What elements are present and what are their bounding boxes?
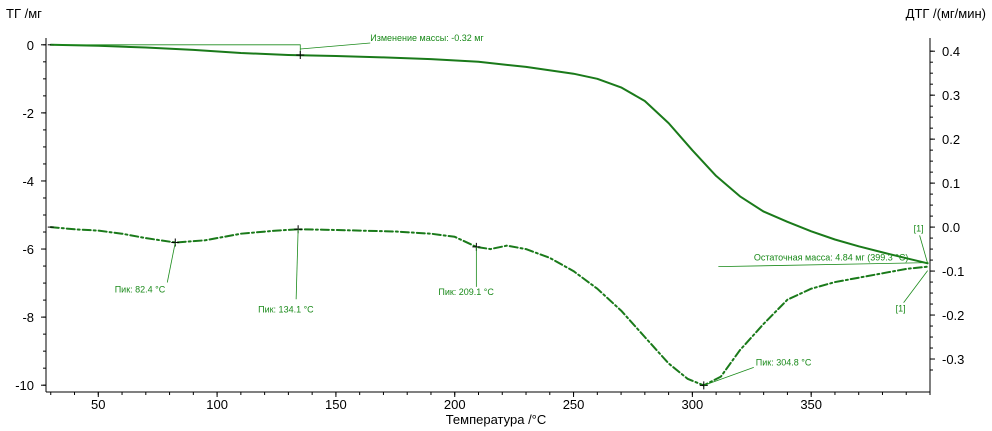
- marker-1-tg: [1]: [914, 223, 924, 233]
- x-axis-title: Температура /°C: [446, 412, 547, 427]
- peak-label-82: Пик: 82.4 °C: [115, 284, 166, 294]
- x-tick-label: 250: [563, 397, 585, 412]
- marker-1-tg-leader: [919, 235, 929, 264]
- y-right-tick-label: 0.1: [942, 176, 960, 191]
- peak-label-304: Пик: 304.8 °C: [756, 357, 812, 367]
- y-left-tick-label: -6: [22, 242, 34, 257]
- residual-mass-leader: [718, 262, 929, 268]
- y-right-tick-label: 0.4: [942, 44, 960, 59]
- y-left-tick-label: -10: [15, 378, 34, 393]
- peak-leader: [295, 229, 299, 300]
- x-tick-label: 150: [325, 397, 347, 412]
- series-group: [47, 43, 929, 387]
- peak-marker: [699, 381, 708, 390]
- axis-ticks: 50 100 150 200 250 300 350 0 -2 -4 -6 -8 -10 0.4 0.3 0.…: [15, 38, 964, 412]
- peak-marker: [296, 51, 305, 60]
- y-right-tick-label: -0.3: [942, 352, 964, 367]
- x-tick-label: 100: [206, 397, 228, 412]
- y-right-tick-label: 0.2: [942, 132, 960, 147]
- dtg-curve: [49, 226, 929, 387]
- mass-change-leader: [300, 42, 371, 50]
- y-left-tick-label: -2: [22, 106, 34, 121]
- tg-curve: [49, 43, 929, 265]
- residual-mass-label: Остаточная масса: 4.84 мг (399.3 °C): [754, 253, 909, 263]
- peak-label-209: Пик: 209.1 °C: [438, 287, 494, 297]
- y-left-tick-label: -8: [22, 310, 34, 325]
- y-right-tick-label: -0.2: [942, 308, 964, 323]
- y-right-tick-label: 0.3: [942, 88, 960, 103]
- y-right-tick-label: 0.0: [942, 220, 960, 235]
- x-tick-label: 200: [444, 397, 466, 412]
- peak-leader: [166, 242, 176, 283]
- marker-1-dtg: [1]: [896, 304, 906, 314]
- x-tick-label: 350: [800, 397, 822, 412]
- y-left-tick-label: 0: [27, 38, 34, 53]
- peak-marker: [171, 238, 180, 247]
- y-left-tick-label: -4: [22, 174, 34, 189]
- marker-1-dtg-leader: [903, 270, 928, 303]
- y-right-tick-label: -0.1: [942, 264, 964, 279]
- x-tick-label: 300: [682, 397, 704, 412]
- y-left-axis-title: ТГ /мг: [6, 6, 42, 21]
- y-right-axis-title: ДТГ /(мг/мин): [906, 6, 986, 21]
- peak-label-134: Пик: 134.1 °C: [258, 304, 314, 314]
- x-tick-label: 50: [91, 397, 105, 412]
- peak-leader: [703, 367, 754, 386]
- annotations-group: Изменение массы: -0.32 мг Пик: 82.4 °C Пик…: [50, 33, 929, 390]
- mass-change-label: Изменение массы: -0.32 мг: [370, 33, 484, 43]
